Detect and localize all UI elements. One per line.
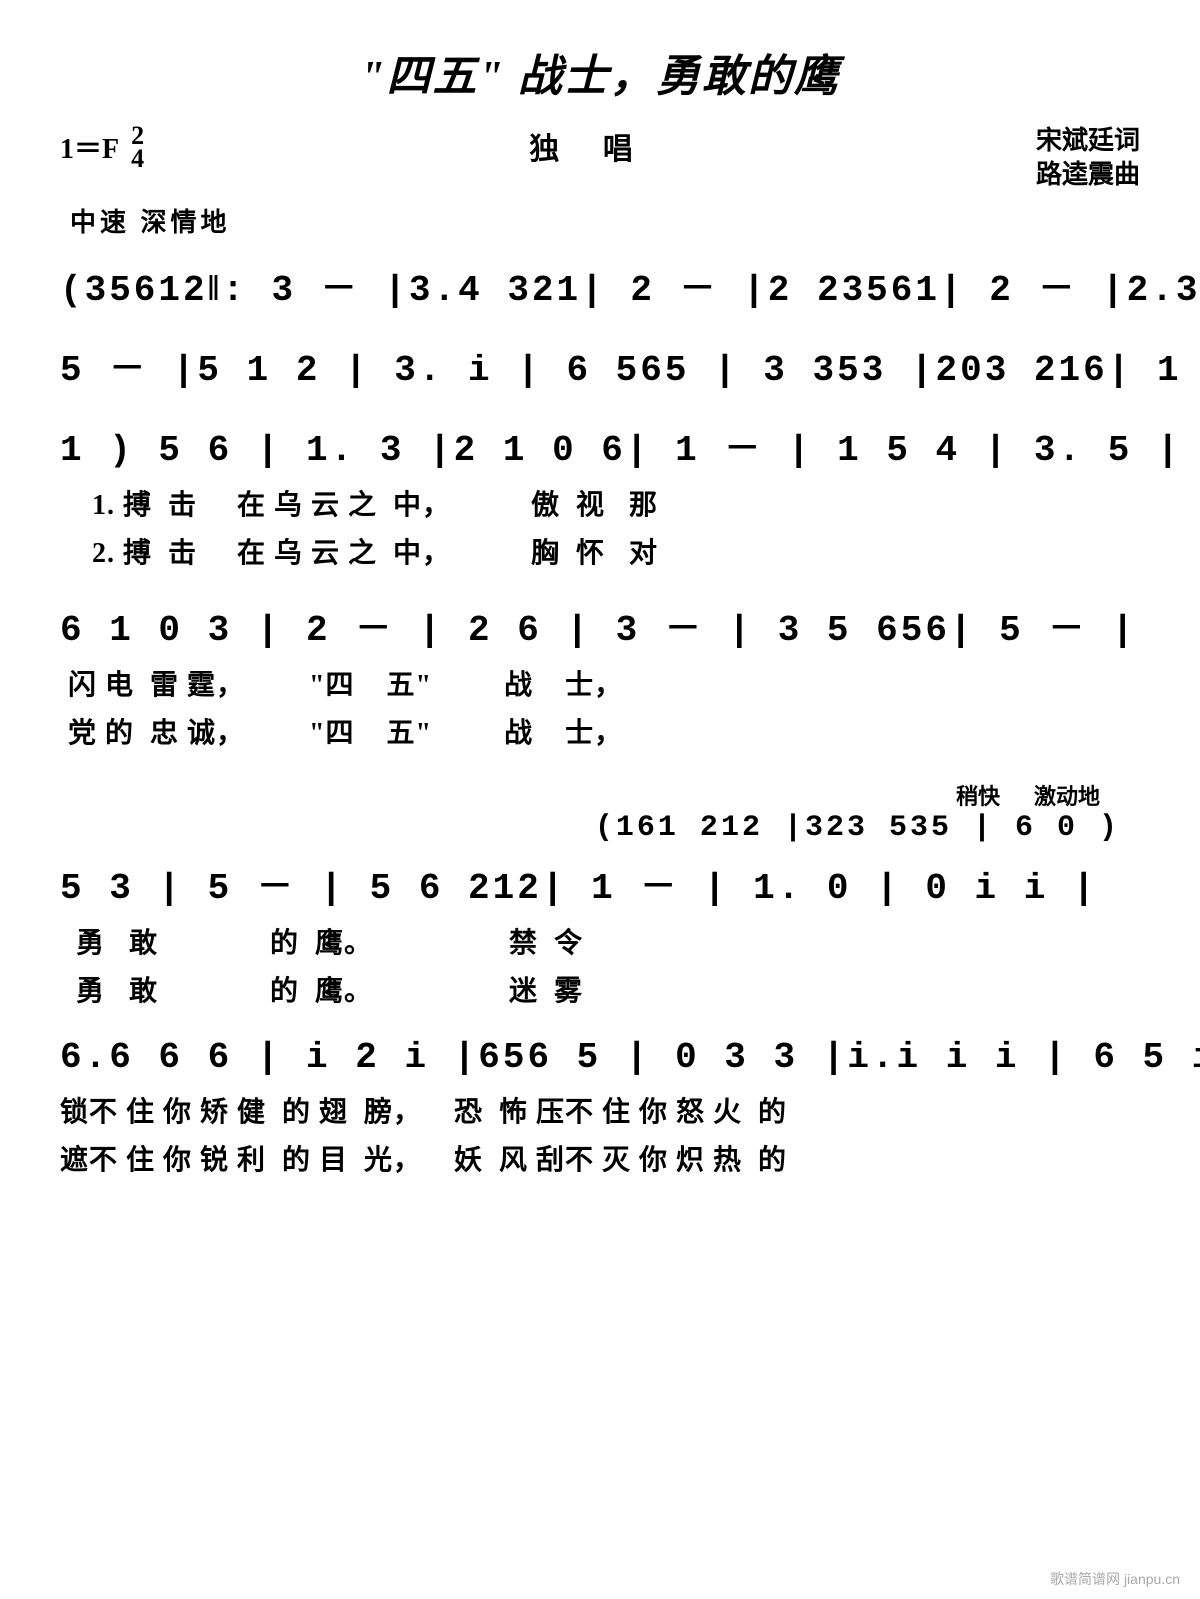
time-denominator: 4 <box>131 147 144 170</box>
tempo-marking: 中速 深情地 <box>70 202 1140 239</box>
lyricist: 宋斌廷词 <box>1036 124 1140 158</box>
watermark: 歌谱简谱网 jianpu.cn <box>1050 1569 1180 1589</box>
annotation-excited: 激动地 <box>1034 784 1100 809</box>
credits: 宋斌廷词 路逵震曲 <box>1036 124 1140 192</box>
music-line-6: 6.6 6 6 | i 2 i |656 5 | 0 3 3 |i.i i i … <box>60 1037 1140 1078</box>
lyric-3a: 1. 搏 击 在 乌 云 之 中， 傲 视 那 <box>60 483 1140 523</box>
header-row: 1＝F 2 4 独 唱 宋斌廷词 路逵震曲 <box>60 124 1140 192</box>
music-line-1: (35612‖: 3 － |3.4 321| 2 － |2 23561| 2 －… <box>60 259 1140 311</box>
music-line-2: 5 － |5 1 2 | 3. i | 6 565 | 3 353 |203 2… <box>60 339 1140 391</box>
song-title: "四五" 战士，勇敢的鹰 <box>60 40 1140 104</box>
lyric-4a: 闪 电 雷 霆， "四 五" 战 士， <box>60 663 1140 703</box>
lyric-6a: 锁不 住 你 矫 健 的 翅 膀， 恐 怖 压不 住 你 怒 火 的 <box>60 1090 1140 1130</box>
subtitle: 独 唱 <box>529 124 651 168</box>
music-block-6: 6.6 6 6 | i 2 i |656 5 | 0 3 3 |i.i i i … <box>60 1037 1140 1178</box>
music-block-3: 1 ) 5 6 | 1. 3 |2 1 0 6| 1 － | 1 5 4 | 3… <box>60 419 1140 571</box>
lyric-3b: 2. 搏 击 在 乌 云 之 中， 胸 怀 对 <box>60 531 1140 571</box>
composer: 路逵震曲 <box>1036 158 1140 192</box>
music-block-1: (35612‖: 3 － |3.4 321| 2 － |2 23561| 2 －… <box>60 259 1140 311</box>
music-line-3: 1 ) 5 6 | 1. 3 |2 1 0 6| 1 － | 1 5 4 | 3… <box>60 419 1140 471</box>
music-line-5: 5 3 | 5 － | 5 6 212| 1 － | 1. 0 | 0 i i … <box>60 857 1140 909</box>
lyric-4b: 党 的 忠 诚， "四 五" 战 士， <box>60 711 1140 751</box>
music-line-5-upper: (161 212 |323 535 | 6 0 ) <box>60 811 1120 845</box>
key-label: 1＝F <box>60 127 119 167</box>
time-signature: 2 4 <box>131 124 144 171</box>
music-block-2: 5 － |5 1 2 | 3. i | 6 565 | 3 353 |203 2… <box>60 339 1140 391</box>
lyric-5b: 勇 敢 的 鹰。 迷 雾 <box>60 969 1140 1009</box>
music-line-4: 6 1 0 3 | 2 － | 2 6 | 3 － | 3 5 656| 5 －… <box>60 599 1140 651</box>
music-block-5: 稍快 激动地 (161 212 |323 535 | 6 0 ) 5 3 | 5… <box>60 779 1140 1009</box>
annotation-fast: 稍快 <box>956 784 1000 809</box>
lyric-5a: 勇 敢 的 鹰。 禁 令 <box>60 921 1140 961</box>
key-time-signature: 1＝F 2 4 <box>60 124 144 171</box>
lyric-6b: 遮不 住 你 锐 利 的 目 光， 妖 风 刮不 灭 你 炽 热 的 <box>60 1138 1140 1178</box>
music-block-4: 6 1 0 3 | 2 － | 2 6 | 3 － | 3 5 656| 5 －… <box>60 599 1140 751</box>
